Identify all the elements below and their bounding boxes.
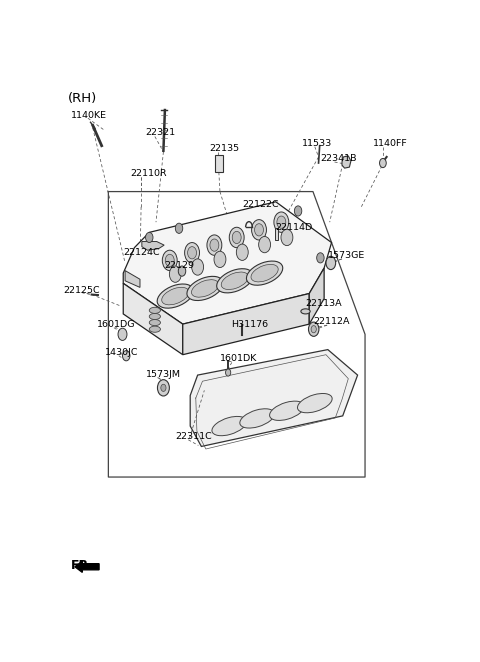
- Circle shape: [311, 326, 316, 333]
- Polygon shape: [183, 293, 309, 355]
- Circle shape: [232, 231, 241, 244]
- Text: 22124C: 22124C: [123, 248, 160, 258]
- Text: 1601DK: 1601DK: [220, 354, 257, 363]
- Text: H31176: H31176: [231, 320, 268, 328]
- Ellipse shape: [240, 408, 275, 428]
- Polygon shape: [142, 242, 164, 250]
- Circle shape: [326, 256, 336, 269]
- Text: 22311C: 22311C: [175, 432, 212, 441]
- Circle shape: [169, 266, 181, 282]
- Circle shape: [185, 242, 200, 263]
- Text: (RH): (RH): [67, 92, 96, 105]
- Text: 22129: 22129: [164, 261, 194, 270]
- Polygon shape: [123, 283, 183, 355]
- FancyArrow shape: [75, 561, 99, 573]
- Text: 22135: 22135: [209, 144, 239, 153]
- Circle shape: [145, 232, 153, 242]
- Text: 22113A: 22113A: [305, 299, 342, 308]
- Text: 1430JC: 1430JC: [105, 348, 138, 357]
- Circle shape: [236, 244, 248, 260]
- Text: FR.: FR.: [71, 559, 94, 572]
- FancyBboxPatch shape: [275, 228, 277, 240]
- Ellipse shape: [301, 308, 310, 314]
- Text: 22114D: 22114D: [276, 223, 313, 232]
- Ellipse shape: [212, 416, 247, 436]
- Text: 22321: 22321: [145, 128, 176, 138]
- Ellipse shape: [216, 269, 253, 293]
- Circle shape: [214, 251, 226, 267]
- Circle shape: [252, 220, 266, 240]
- Circle shape: [161, 384, 166, 391]
- Circle shape: [317, 253, 324, 263]
- Polygon shape: [309, 268, 324, 324]
- Circle shape: [254, 224, 264, 236]
- Text: 11533: 11533: [302, 138, 332, 148]
- Ellipse shape: [149, 320, 160, 326]
- Circle shape: [157, 380, 169, 396]
- Circle shape: [294, 206, 302, 216]
- Text: 22122C: 22122C: [242, 200, 279, 209]
- Circle shape: [229, 227, 244, 248]
- Ellipse shape: [162, 287, 189, 305]
- Circle shape: [162, 250, 177, 271]
- Circle shape: [309, 322, 319, 336]
- Circle shape: [118, 328, 127, 340]
- Ellipse shape: [149, 313, 160, 320]
- Text: 22110R: 22110R: [131, 169, 168, 178]
- Text: 1140KE: 1140KE: [71, 111, 107, 120]
- Text: 22112A: 22112A: [313, 317, 349, 326]
- Text: 1601DG: 1601DG: [97, 320, 136, 328]
- Circle shape: [281, 229, 293, 246]
- FancyBboxPatch shape: [215, 155, 223, 172]
- Circle shape: [226, 369, 231, 376]
- Text: 1140FF: 1140FF: [372, 138, 407, 148]
- Circle shape: [192, 259, 204, 275]
- Polygon shape: [342, 156, 351, 168]
- Ellipse shape: [192, 279, 219, 297]
- Polygon shape: [123, 202, 332, 324]
- Ellipse shape: [246, 261, 283, 285]
- Circle shape: [175, 223, 183, 234]
- Polygon shape: [190, 350, 358, 446]
- Ellipse shape: [221, 272, 249, 289]
- Ellipse shape: [270, 401, 304, 420]
- Circle shape: [380, 158, 386, 167]
- Text: 22341B: 22341B: [321, 154, 357, 163]
- Circle shape: [165, 254, 174, 267]
- Circle shape: [178, 266, 186, 276]
- Ellipse shape: [298, 393, 332, 413]
- Ellipse shape: [251, 264, 278, 282]
- Circle shape: [188, 247, 196, 259]
- Circle shape: [122, 351, 130, 361]
- Ellipse shape: [187, 276, 223, 301]
- Polygon shape: [125, 271, 140, 287]
- Circle shape: [210, 239, 219, 251]
- Ellipse shape: [157, 284, 193, 308]
- Circle shape: [259, 236, 271, 253]
- Text: 22125C: 22125C: [64, 287, 100, 295]
- Text: 1573JM: 1573JM: [145, 369, 180, 379]
- Ellipse shape: [149, 307, 160, 313]
- Circle shape: [274, 212, 289, 232]
- Circle shape: [207, 235, 222, 256]
- Ellipse shape: [149, 326, 160, 332]
- Circle shape: [277, 216, 286, 228]
- Text: 1573GE: 1573GE: [328, 251, 365, 260]
